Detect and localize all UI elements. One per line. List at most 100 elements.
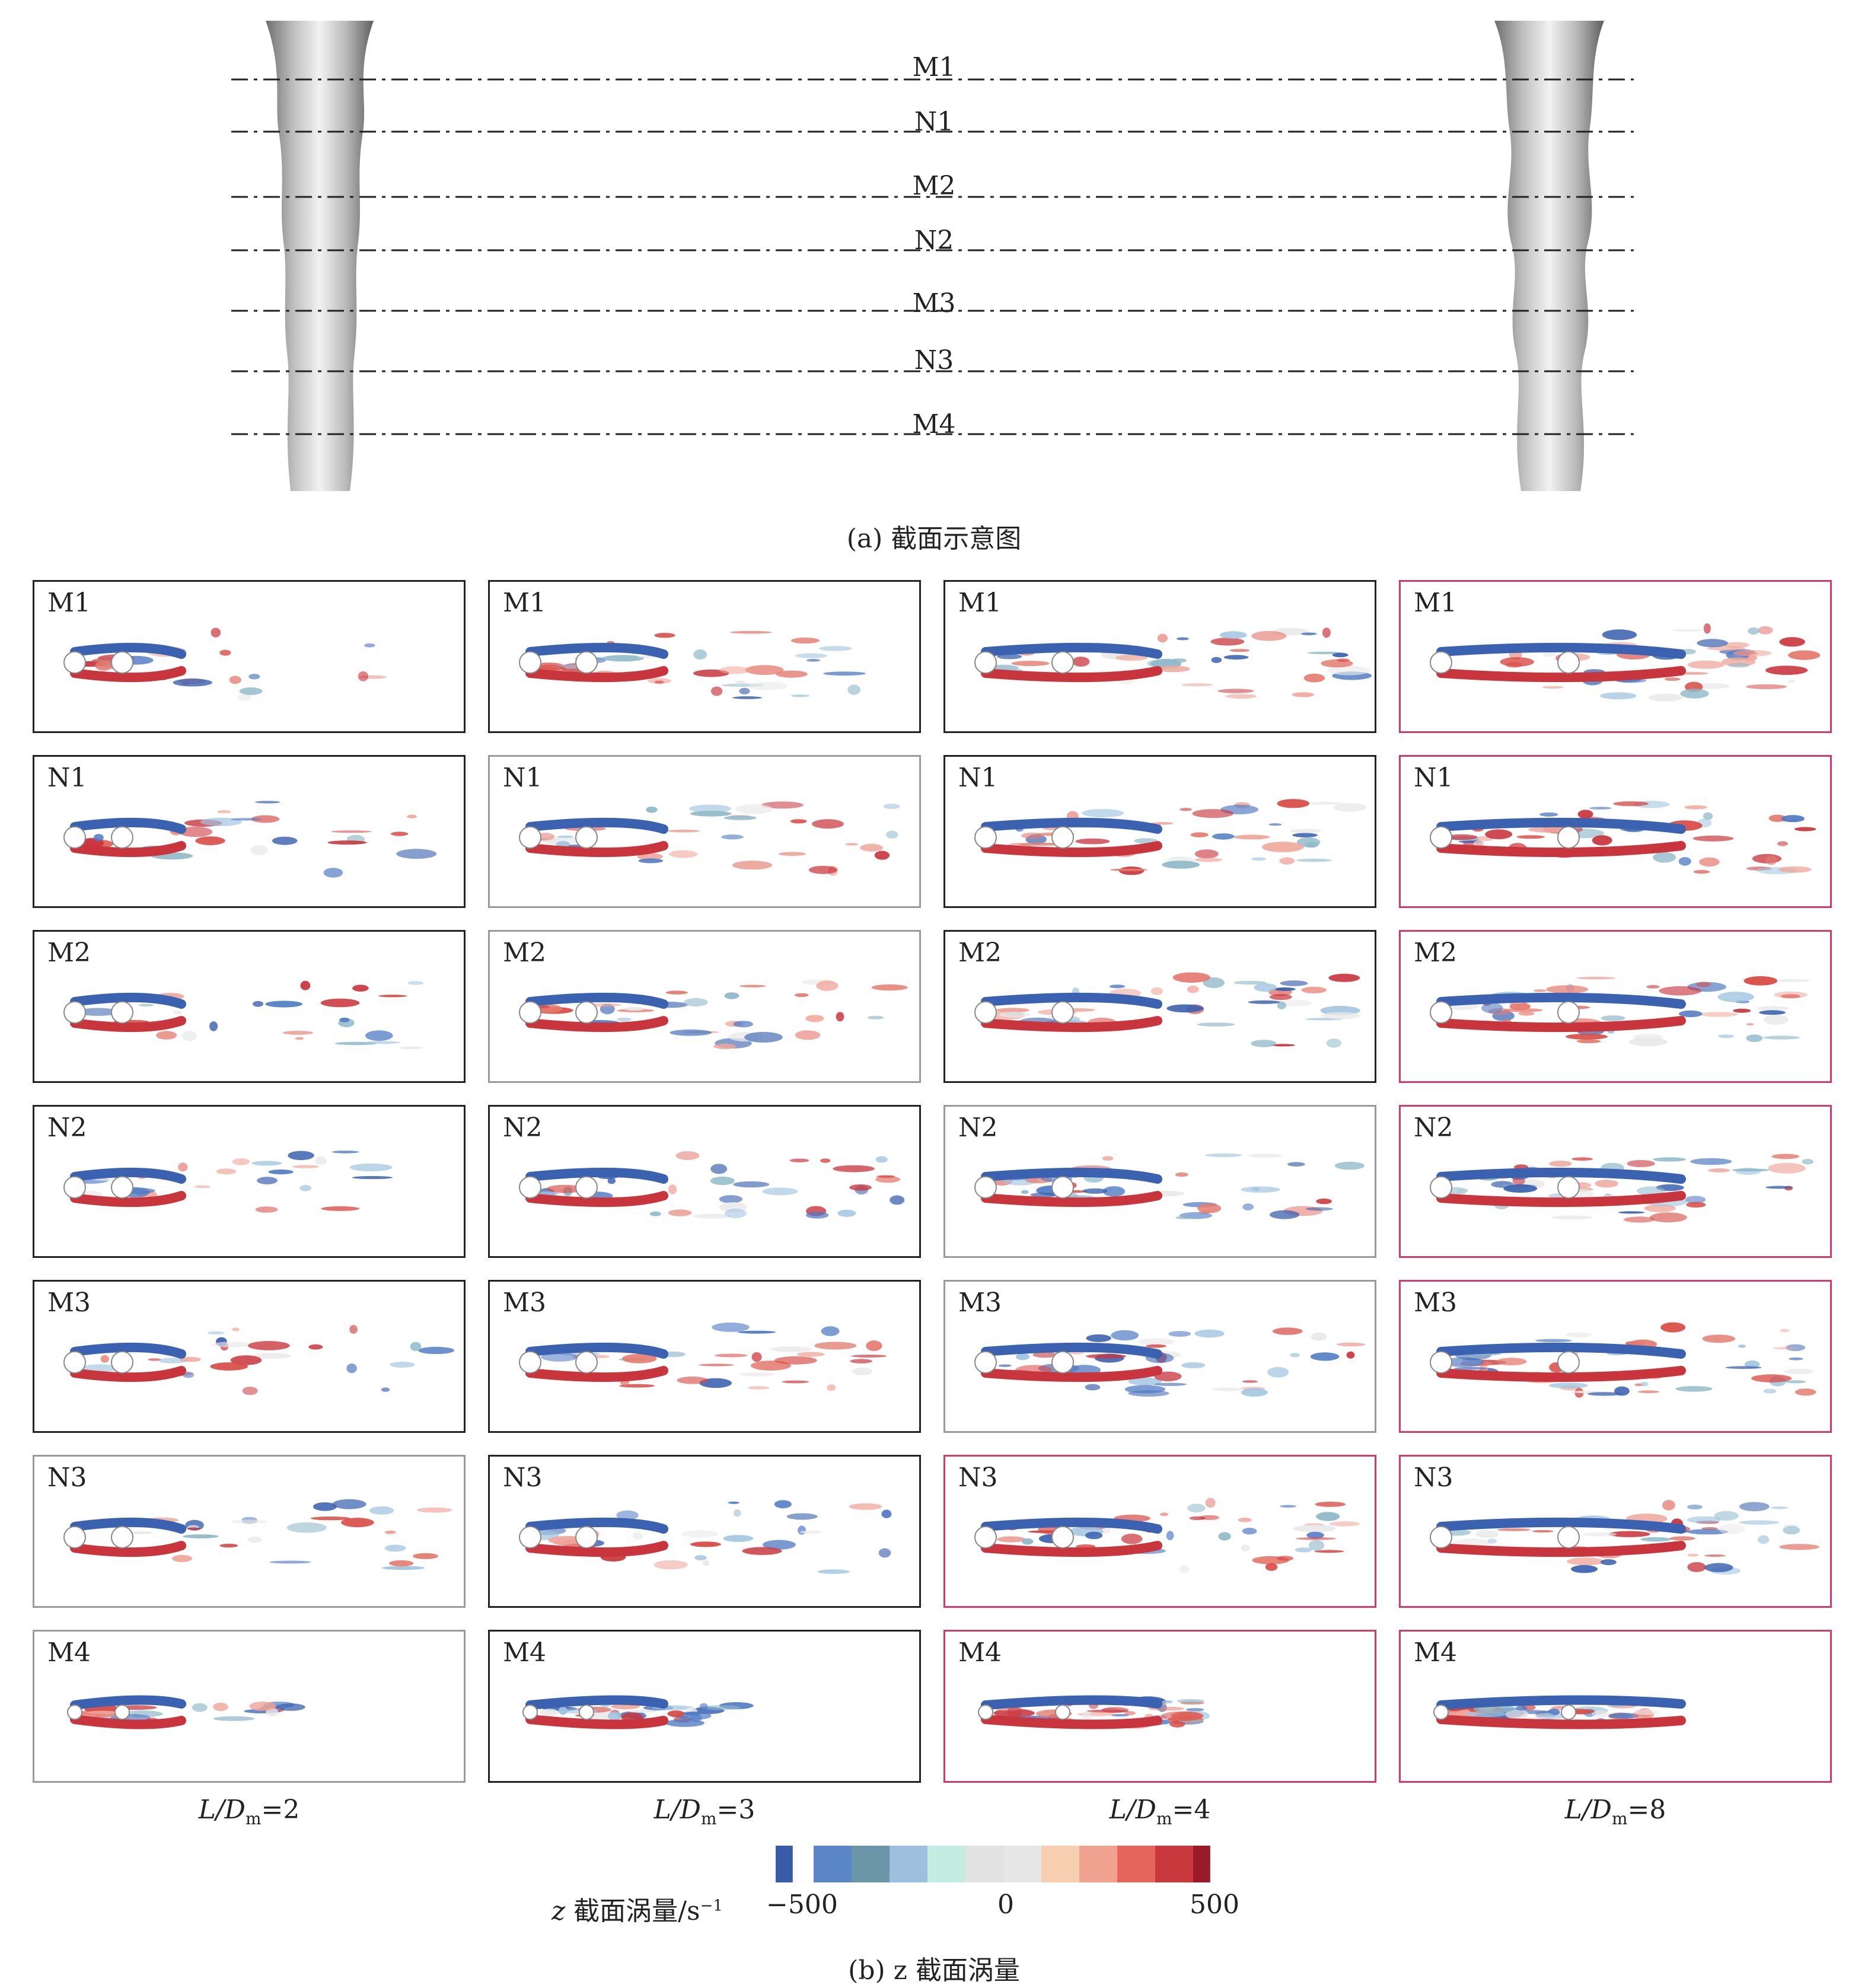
vorticity-field <box>519 630 866 699</box>
vortex-blob <box>1109 985 1126 989</box>
section-schematic: M1 N1 M2 N2 M3 N3 M4 <box>231 21 1634 491</box>
vortex-blob <box>1587 1392 1622 1396</box>
vortex-blob <box>1292 692 1314 697</box>
downstream-cylinder <box>1557 826 1580 849</box>
vortex-blob <box>1785 1380 1806 1384</box>
vortex-blob <box>794 993 809 998</box>
vortex-blob <box>1784 1368 1813 1375</box>
vortex-blob <box>1306 1531 1324 1539</box>
vortex-blob <box>1310 1352 1340 1361</box>
vorticity-field <box>519 801 900 876</box>
vortex-blob <box>232 1327 240 1331</box>
shear-layer-positive <box>981 1715 1162 1729</box>
vortex-blob <box>1314 1550 1344 1553</box>
vortex-blob <box>1675 1386 1713 1392</box>
vortex-blob <box>849 1184 872 1191</box>
vortex-blob <box>255 1206 278 1213</box>
vortex-blob <box>1110 868 1148 871</box>
vortex-blob <box>1111 1330 1139 1341</box>
shear-layer-negative <box>1436 817 1686 834</box>
shear-layer-positive <box>1436 666 1686 683</box>
vortex-blob <box>1293 1524 1336 1533</box>
vortex-blob <box>78 1008 119 1016</box>
vortex-blob <box>735 680 746 684</box>
vorticity-panel: M2 <box>1399 930 1832 1083</box>
vorticity-field <box>519 979 908 1049</box>
panel-section-label: N2 <box>958 1113 998 1143</box>
shear-layer-positive <box>70 1541 186 1557</box>
vortex-blob <box>1270 1210 1300 1219</box>
wavy-cylinder-left <box>266 21 374 491</box>
vortex-blob <box>1600 1559 1617 1565</box>
panel-section-label: N2 <box>503 1113 543 1143</box>
vortex-blob <box>1307 651 1342 655</box>
vortex-blob <box>675 1151 700 1160</box>
vorticity-field <box>519 1151 905 1219</box>
vortex-blob <box>1197 1022 1235 1027</box>
downstream-cylinder <box>1051 651 1074 674</box>
vortex-blob <box>774 1356 817 1365</box>
vortex-blob <box>1779 637 1805 647</box>
vortex-blob <box>654 680 664 684</box>
vortex-blob <box>1788 650 1821 660</box>
vortex-blob <box>540 1709 559 1716</box>
vortex-blob <box>1549 1161 1572 1167</box>
panel-section-label: M4 <box>1414 1637 1458 1668</box>
downstream-cylinder <box>114 1705 130 1720</box>
vortex-blob <box>1290 1353 1300 1358</box>
vortex-blob <box>1101 1707 1129 1713</box>
vortex-blob <box>417 1507 452 1513</box>
vortex-blob <box>295 1037 304 1040</box>
vortex-blob <box>1301 986 1327 993</box>
shear-layer-negative <box>525 1695 668 1710</box>
panel-section-label: N1 <box>47 763 87 793</box>
section-label: M3 <box>912 288 955 318</box>
vortex-blob <box>331 1151 359 1154</box>
vortex-blob <box>1787 680 1795 683</box>
vortex-blob <box>231 818 262 821</box>
vortex-blob <box>1794 827 1816 831</box>
vortex-blob <box>1085 1384 1101 1391</box>
vorticity-panel: N3 <box>1399 1455 1832 1608</box>
vortex-blob <box>1687 1562 1706 1572</box>
vortex-blob <box>1539 812 1558 817</box>
vortex-blob <box>1653 1157 1687 1162</box>
vortex-blob <box>276 1703 305 1711</box>
vorticity-field <box>67 1695 305 1729</box>
vortex-blob <box>1072 657 1090 667</box>
vortex-blob <box>890 1195 905 1205</box>
vorticity-field <box>522 1695 754 1729</box>
vortex-blob <box>1485 829 1513 839</box>
downstream-cylinder <box>575 1176 598 1199</box>
vorticity-field <box>63 627 387 701</box>
downstream-cylinder <box>1051 1176 1074 1199</box>
shear-layer-negative <box>1436 1342 1686 1359</box>
vortex-blob <box>745 665 784 675</box>
panel-section-label: N2 <box>1414 1113 1453 1143</box>
vorticity-panel: M2 <box>943 930 1376 1083</box>
vortex-blob <box>1154 1382 1187 1386</box>
vortex-blob <box>1653 852 1676 863</box>
vorticity-field <box>1430 976 1811 1046</box>
vortex-blob <box>1261 842 1304 852</box>
vortex-blob <box>1205 1153 1242 1158</box>
vortex-blob <box>632 1532 643 1540</box>
vortex-blob <box>1680 689 1709 699</box>
vorticity-panel: N1 <box>33 755 466 908</box>
vortex-blob <box>670 1029 712 1036</box>
vortex-blob <box>178 1162 188 1172</box>
upstream-cylinder <box>67 1705 82 1720</box>
vortex-blob <box>1684 805 1708 810</box>
vortex-blob <box>1789 1357 1803 1361</box>
vortex-blob <box>1765 1186 1793 1189</box>
vortex-blob <box>1763 1036 1800 1040</box>
vortex-blob <box>1583 1532 1617 1537</box>
vortex-blob <box>1277 1556 1294 1561</box>
vortex-blob <box>1634 1709 1659 1715</box>
shear-layer-positive <box>70 1715 186 1729</box>
vortex-blob <box>999 1011 1030 1018</box>
vortex-blob <box>381 1387 390 1392</box>
colorbar-swatch <box>1155 1846 1193 1882</box>
vortex-blob <box>327 840 367 845</box>
vorticity-field <box>974 1327 1366 1397</box>
